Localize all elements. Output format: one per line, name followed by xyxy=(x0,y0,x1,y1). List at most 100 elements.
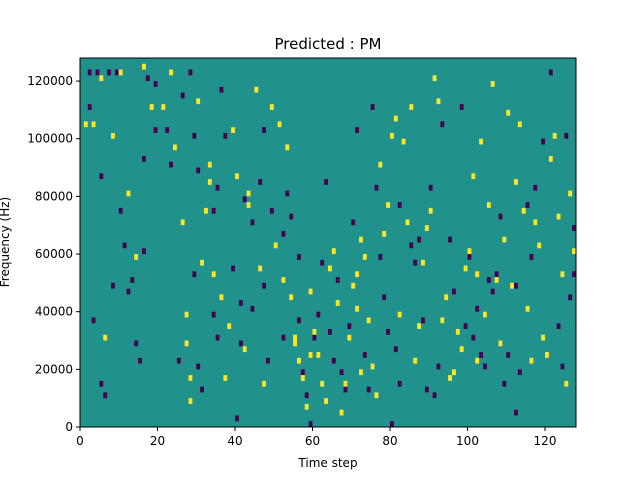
cell-high-104 xyxy=(541,334,546,341)
cell-high-70 xyxy=(409,104,414,110)
cell-low-38 xyxy=(238,340,243,347)
cell-high-54 xyxy=(347,334,352,341)
cell-high-83 xyxy=(459,346,464,353)
cell-high-9 xyxy=(149,104,154,110)
cell-high-46 xyxy=(316,352,321,358)
cell-high-73 xyxy=(421,259,425,266)
cell-high-33 xyxy=(262,380,267,387)
cell-low-106 xyxy=(564,132,569,139)
cell-high-23 xyxy=(219,294,224,301)
cell-low-111 xyxy=(281,334,286,341)
cell-high-69 xyxy=(405,219,410,226)
cell-high-59 xyxy=(366,317,371,324)
cell-low-20 xyxy=(153,127,158,133)
cell-low-21 xyxy=(165,127,170,133)
cell-high-68 xyxy=(401,138,406,145)
cell-low-94 xyxy=(494,271,499,278)
y-axis-label: Frequency (Hz) xyxy=(0,197,12,288)
cell-high-97 xyxy=(514,179,518,185)
cell-low-101 xyxy=(533,184,538,191)
cell-high-109 xyxy=(560,271,565,278)
cell-low-37 xyxy=(238,300,243,306)
cell-high-118 xyxy=(475,271,480,278)
cell-low-92 xyxy=(486,277,491,283)
cell-low-2 xyxy=(95,69,100,76)
cell-low-84 xyxy=(452,288,456,295)
cell-low-24 xyxy=(188,69,193,76)
cell-high-28 xyxy=(242,346,247,353)
cell-low-42 xyxy=(258,179,263,185)
cell-high-80 xyxy=(448,375,453,381)
x-axis-ticks: 0 20 40 60 80 100 120 xyxy=(76,427,556,448)
cell-low-12 xyxy=(91,317,96,324)
cell-high-108 xyxy=(556,213,561,220)
cell-high-15 xyxy=(184,340,189,347)
cell-high-92 xyxy=(494,277,499,283)
heatmap-cells xyxy=(83,63,577,427)
cell-high-91 xyxy=(490,81,495,87)
cell-high-111 xyxy=(568,190,573,197)
cell-high-63 xyxy=(382,230,387,237)
cell-low-88 xyxy=(471,334,476,341)
cell-high-115 xyxy=(355,305,360,312)
cell-low-31 xyxy=(211,207,216,214)
cell-high-38 xyxy=(285,144,290,151)
cell-low-55 xyxy=(316,311,321,318)
cell-low-100 xyxy=(529,254,534,260)
cell-high-55 xyxy=(351,282,356,289)
cell-low-95 xyxy=(498,213,503,220)
cell-low-82 xyxy=(440,121,445,128)
cell-low-11 xyxy=(134,340,139,347)
cell-high-61 xyxy=(374,392,379,399)
x-tick-label: 60 xyxy=(305,434,320,448)
cell-high-116 xyxy=(359,369,363,376)
cell-low-29 xyxy=(176,357,181,364)
cell-low-0 xyxy=(87,69,92,76)
cell-high-89 xyxy=(483,311,487,318)
cell-high-85 xyxy=(467,248,472,255)
cell-low-6 xyxy=(114,69,119,76)
cell-low-5 xyxy=(107,69,112,76)
cell-low-98 xyxy=(517,369,522,376)
cell-high-7 xyxy=(134,254,139,260)
cell-high-8 xyxy=(142,63,146,70)
cell-low-17 xyxy=(142,156,146,162)
cell-low-103 xyxy=(548,69,553,76)
cell-low-72 xyxy=(393,346,398,353)
cell-high-79 xyxy=(444,294,449,301)
cell-low-112 xyxy=(235,415,239,422)
cell-low-108 xyxy=(572,225,577,231)
cell-low-56 xyxy=(320,259,325,266)
cell-high-66 xyxy=(393,115,398,122)
cell-low-77 xyxy=(417,236,422,243)
cell-low-57 xyxy=(324,179,329,185)
cell-high-4 xyxy=(111,132,115,139)
cell-low-64 xyxy=(351,219,356,226)
cell-high-22 xyxy=(211,271,216,278)
cell-low-66 xyxy=(362,352,367,358)
cell-low-51 xyxy=(300,369,305,376)
cell-low-59 xyxy=(331,357,336,364)
cell-high-30 xyxy=(246,202,251,208)
cell-high-77 xyxy=(436,98,441,105)
cell-high-64 xyxy=(386,202,391,208)
cell-high-36 xyxy=(277,121,282,128)
cell-high-76 xyxy=(432,75,437,82)
cell-low-70 xyxy=(382,294,387,301)
cell-high-11 xyxy=(169,69,174,76)
cell-high-34 xyxy=(269,104,274,110)
cell-high-27 xyxy=(235,173,239,180)
cell-high-87 xyxy=(475,357,480,364)
cell-low-13 xyxy=(111,282,115,289)
cell-low-39 xyxy=(242,196,247,203)
cell-low-67 xyxy=(370,104,375,110)
cell-high-41 xyxy=(297,357,301,364)
cell-low-41 xyxy=(250,305,255,312)
cell-high-99 xyxy=(521,207,526,214)
cell-high-60 xyxy=(370,363,375,370)
cell-low-16 xyxy=(142,248,146,255)
cell-high-82 xyxy=(455,328,460,335)
cell-high-106 xyxy=(548,156,553,162)
cell-high-94 xyxy=(502,236,507,243)
cell-low-86 xyxy=(463,323,468,329)
